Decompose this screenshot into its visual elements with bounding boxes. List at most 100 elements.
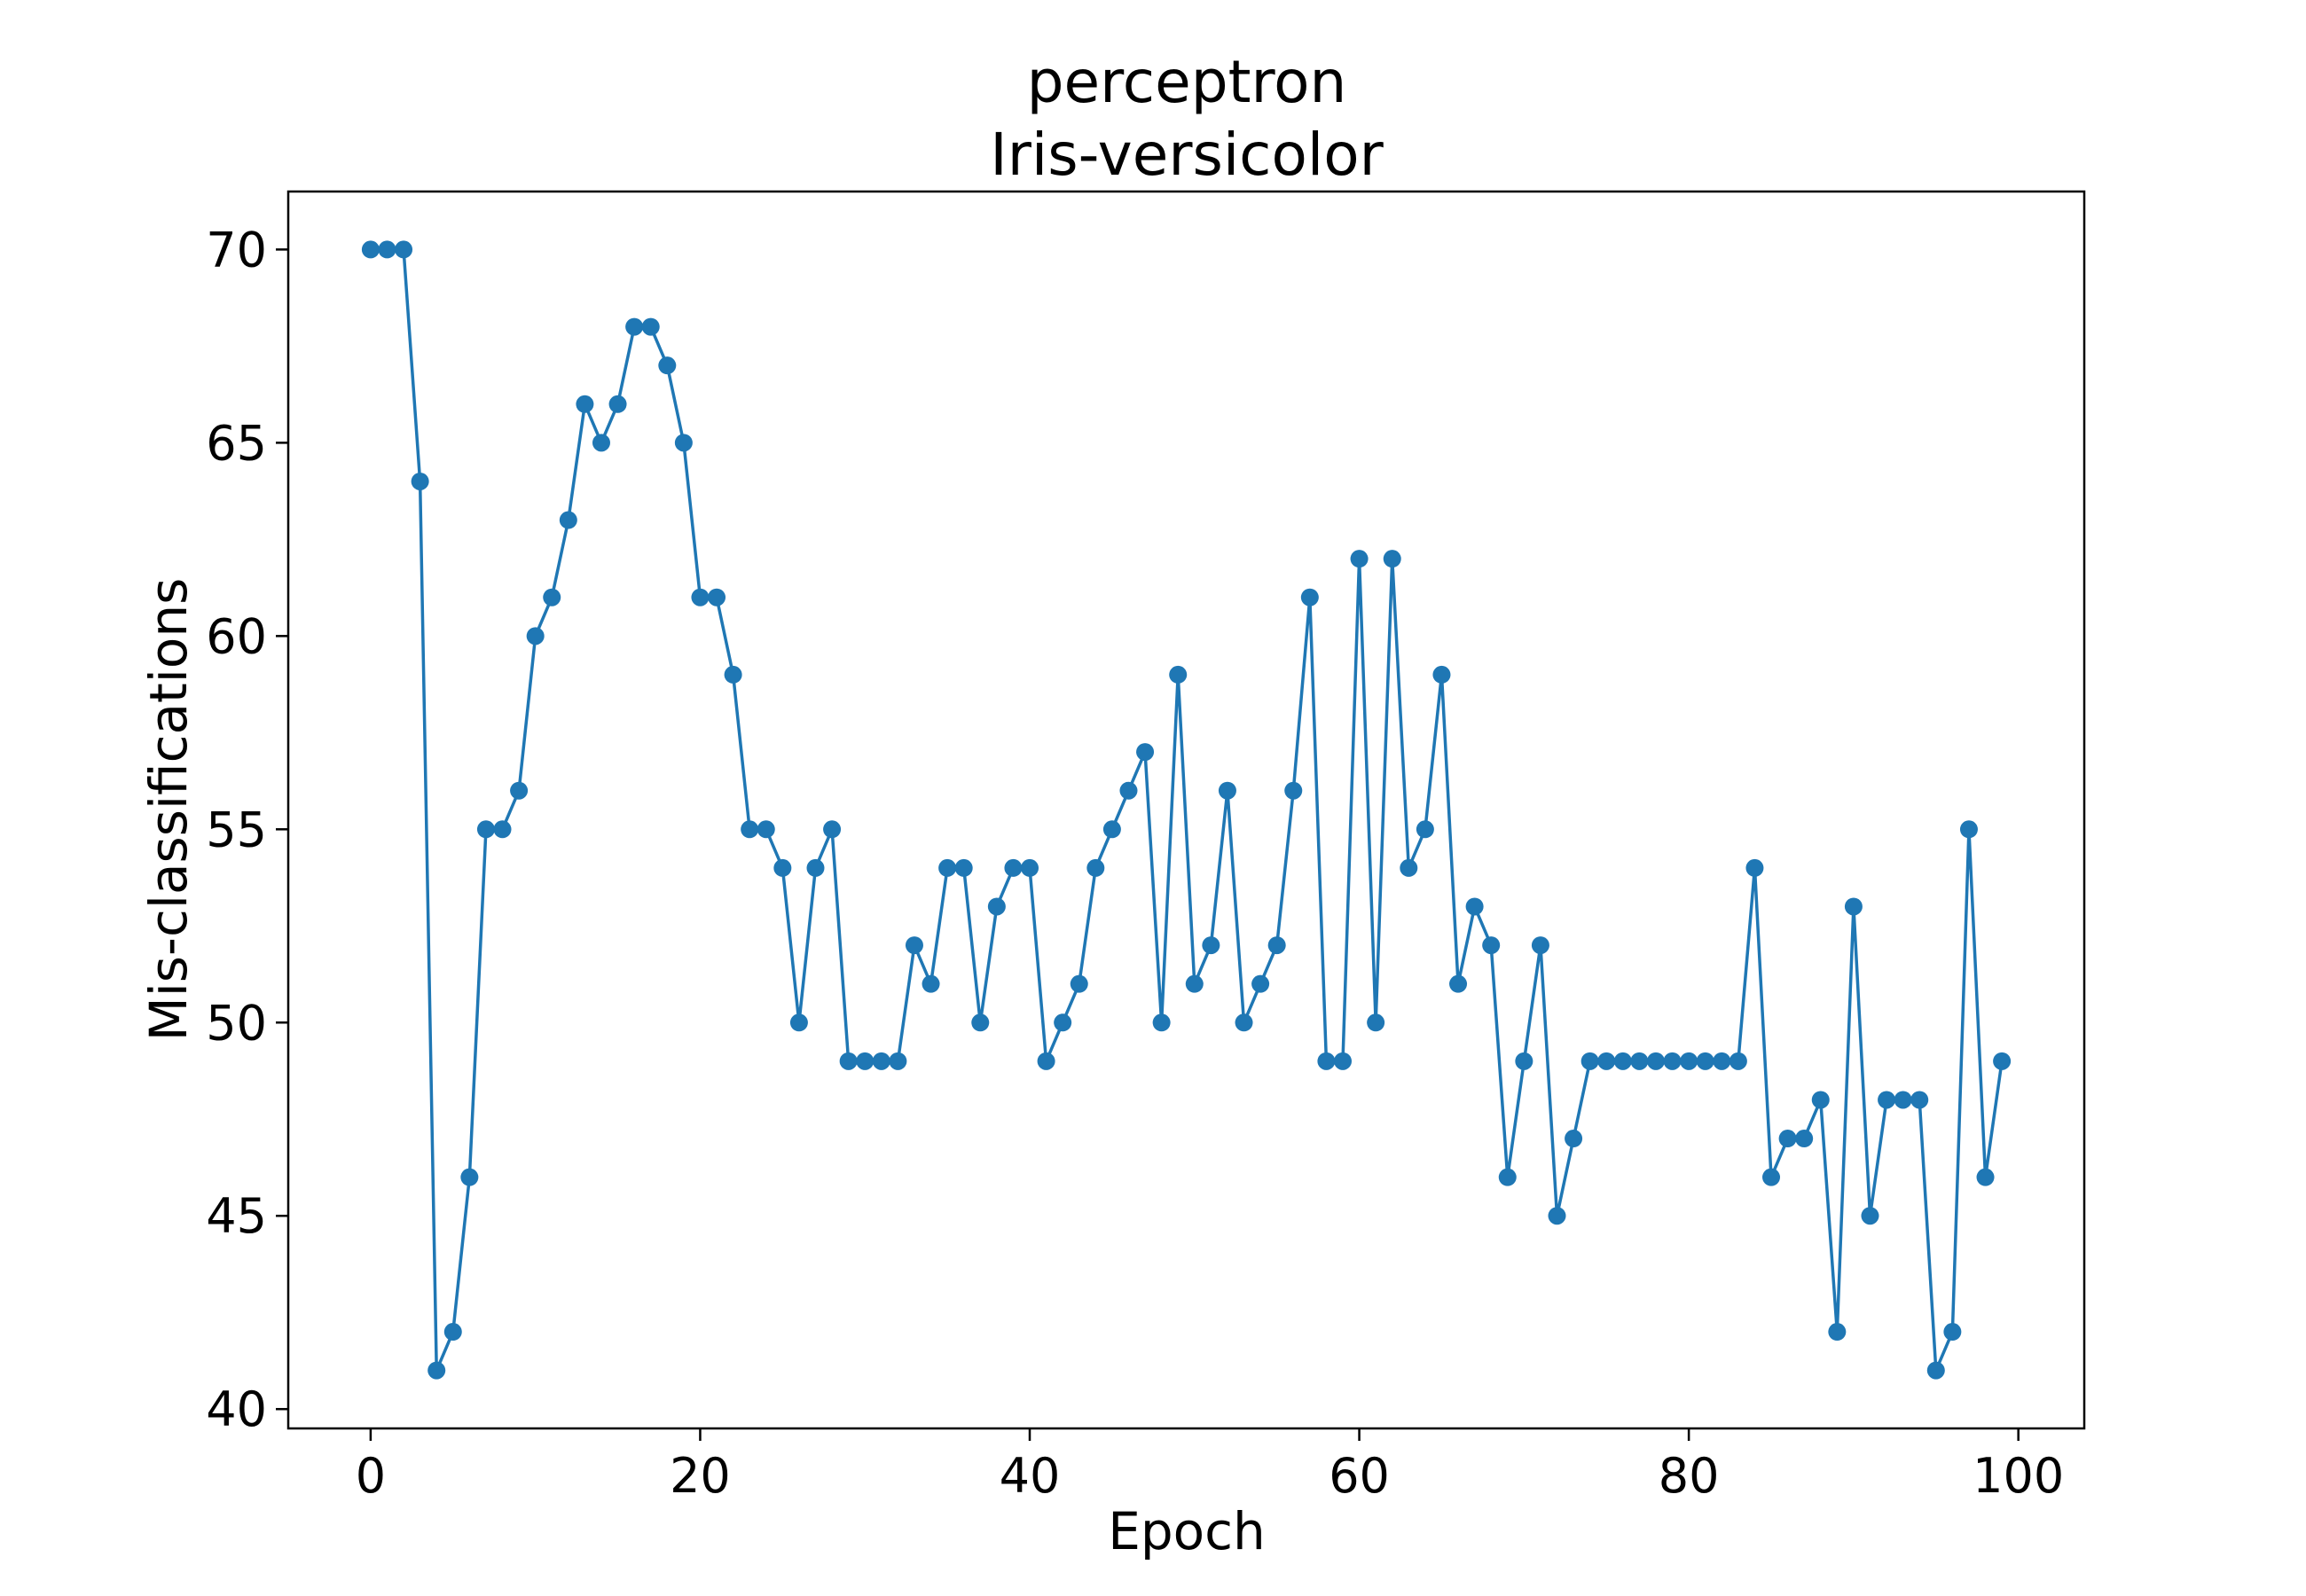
data-point-97 [1959,820,1978,839]
data-point-27 [806,858,825,877]
data-point-62 [1383,550,1401,568]
data-point-5 [443,1323,462,1342]
data-point-30 [856,1052,875,1070]
data-point-34 [922,974,940,993]
data-point-49 [1169,665,1188,684]
data-point-89 [1828,1323,1847,1342]
data-point-2 [395,240,413,259]
data-point-14 [592,434,610,452]
data-point-74 [1580,1052,1599,1070]
data-point-70 [1515,1052,1533,1070]
data-point-51 [1202,936,1220,955]
data-point-31 [872,1052,890,1070]
y-tick-label-6: 70 [206,222,267,278]
data-point-69 [1498,1168,1517,1186]
data-point-17 [641,317,660,336]
data-point-80 [1680,1052,1698,1070]
data-point-4 [427,1361,446,1380]
data-point-61 [1367,1013,1385,1032]
x-axis: 0 20 40 60 80 100 [356,1428,2064,1504]
data-point-54 [1251,974,1270,993]
data-point-88 [1811,1091,1830,1109]
data-point-72 [1548,1207,1566,1225]
data-point-77 [1630,1052,1649,1070]
chart-subtitle: Iris-versicolor [990,121,1384,189]
data-point-8 [493,820,512,839]
data-point-66 [1449,974,1468,993]
data-point-15 [608,395,627,413]
data-point-33 [905,936,923,955]
data-point-3 [411,472,429,490]
data-point-50 [1185,974,1204,993]
data-point-7 [476,820,495,839]
data-point-75 [1597,1052,1616,1070]
data-point-40 [1021,858,1039,877]
data-point-25 [773,858,792,877]
data-point-46 [1119,781,1138,800]
data-point-19 [674,434,693,452]
data-point-60 [1350,550,1369,568]
data-point-98 [1976,1168,1995,1186]
data-point-18 [658,356,677,375]
data-point-65 [1432,665,1451,684]
x-axis-label: Epoch [1108,1501,1266,1561]
data-point-37 [971,1013,990,1032]
x-tick-label-2: 40 [1000,1448,1061,1504]
y-axis: 40 45 50 55 60 65 70 [206,222,288,1437]
series-layer [361,240,2012,1380]
data-point-84 [1745,858,1764,877]
x-tick-label-5: 100 [1973,1448,2064,1504]
data-point-39 [1004,858,1023,877]
data-point-67 [1465,897,1484,916]
x-tick-label-0: 0 [356,1448,386,1504]
data-point-64 [1416,820,1434,839]
data-point-29 [839,1052,858,1070]
data-point-96 [1943,1323,1962,1342]
data-point-76 [1613,1052,1632,1070]
data-point-48 [1152,1013,1171,1032]
data-point-95 [1926,1361,1945,1380]
data-point-20 [691,588,710,606]
y-tick-label-5: 65 [206,415,267,471]
y-axis-label: Mis-classifications [138,578,199,1042]
x-tick-label-4: 80 [1659,1448,1720,1504]
data-point-73 [1565,1130,1583,1148]
data-point-87 [1795,1130,1814,1148]
data-point-86 [1778,1130,1797,1148]
data-point-32 [889,1052,907,1070]
data-point-26 [789,1013,808,1032]
data-point-12 [559,511,577,529]
data-point-92 [1878,1091,1896,1109]
data-point-21 [708,588,726,606]
data-point-35 [938,858,957,877]
y-tick-label-4: 60 [206,608,267,664]
data-point-1 [378,240,396,259]
data-point-55 [1267,936,1286,955]
data-point-24 [757,820,775,839]
y-tick-label-2: 50 [206,995,267,1051]
plot-area [286,190,2086,1430]
data-point-71 [1531,936,1549,955]
data-point-59 [1333,1052,1352,1070]
data-point-53 [1235,1013,1253,1032]
data-point-91 [1861,1207,1879,1225]
data-point-56 [1284,781,1303,800]
data-point-82 [1713,1052,1731,1070]
data-point-28 [823,820,842,839]
data-point-6 [460,1168,479,1186]
y-tick-label-0: 40 [206,1381,267,1437]
data-point-63 [1400,858,1418,877]
data-point-68 [1482,936,1501,955]
data-point-57 [1300,588,1319,606]
data-point-41 [1037,1052,1055,1070]
data-point-43 [1070,974,1088,993]
data-point-22 [724,665,742,684]
data-point-81 [1696,1052,1714,1070]
data-point-94 [1910,1091,1929,1109]
data-point-78 [1646,1052,1665,1070]
data-point-42 [1054,1013,1072,1032]
series-line-0 [370,247,2004,1373]
data-point-85 [1762,1168,1781,1186]
data-point-45 [1102,820,1121,839]
